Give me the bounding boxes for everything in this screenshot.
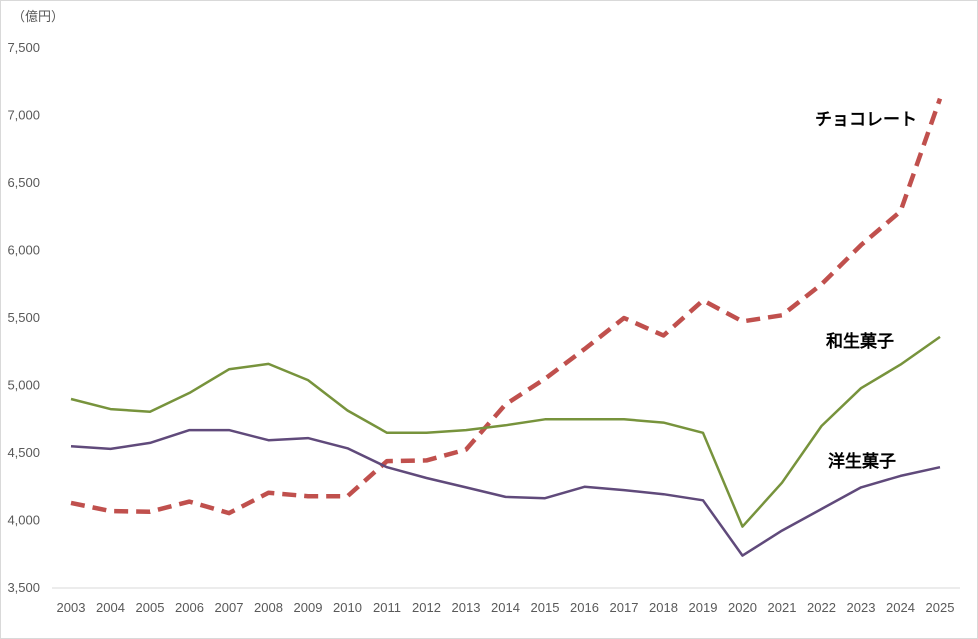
x-tick-label: 2025	[926, 600, 955, 615]
y-tick-label: 4,000	[7, 513, 40, 528]
x-tick-label: 2017	[610, 600, 639, 615]
x-tick-label: 2012	[412, 600, 441, 615]
y-tick-label: 7,500	[7, 40, 40, 55]
x-tick-label: 2018	[649, 600, 678, 615]
series-line-2	[70, 428, 941, 557]
y-axis-ticks: 3,500 4,000 4,500 5,000 5,500 6,000 6,500 7,000…	[7, 40, 40, 595]
y-tick-label: 3,500	[7, 580, 40, 595]
x-tick-label: 2009	[294, 600, 323, 615]
x-tick-label: 2011	[373, 600, 401, 615]
x-tick-label: 2015	[531, 600, 560, 615]
x-tick-label: 2006	[175, 600, 204, 615]
y-tick-label: 7,000	[7, 108, 40, 123]
x-tick-label: 2008	[254, 600, 283, 615]
x-tick-label: 2024	[886, 600, 915, 615]
x-tick-label: 2003	[57, 600, 86, 615]
series-lines	[70, 97, 943, 557]
y-tick-label: 6,000	[7, 243, 40, 258]
x-tick-label: 2005	[136, 600, 165, 615]
x-tick-label: 2010	[333, 600, 362, 615]
y-tick-label: 6,500	[7, 175, 40, 190]
x-tick-label: 2023	[847, 600, 876, 615]
series-label-yogashi: 洋生菓子	[828, 451, 896, 472]
y-axis-unit-label: （億円）	[12, 9, 64, 25]
x-tick-label: 2021	[768, 600, 797, 615]
y-tick-label: 5,000	[7, 378, 40, 393]
x-tick-label: 2007	[215, 600, 244, 615]
x-tick-label: 2016	[570, 600, 599, 615]
x-tick-label: 2014	[491, 600, 520, 615]
x-tick-label: 2019	[689, 600, 718, 615]
x-tick-label: 2013	[452, 600, 481, 615]
x-axis-ticks: 2003 2004 2005 2006 2007 2008 2009 2010 2011 2012…	[57, 600, 955, 615]
series-line-0	[70, 97, 943, 516]
series-label-wagashi: 和生菓子	[826, 331, 894, 352]
x-tick-label: 2022	[807, 600, 836, 615]
y-tick-label: 5,500	[7, 310, 40, 325]
x-tick-label: 2004	[96, 600, 125, 615]
series-line-1	[70, 335, 941, 528]
y-tick-label: 4,500	[7, 445, 40, 460]
series-label-chocolate: チョコレート	[815, 110, 917, 130]
x-tick-label: 2020	[728, 600, 757, 615]
